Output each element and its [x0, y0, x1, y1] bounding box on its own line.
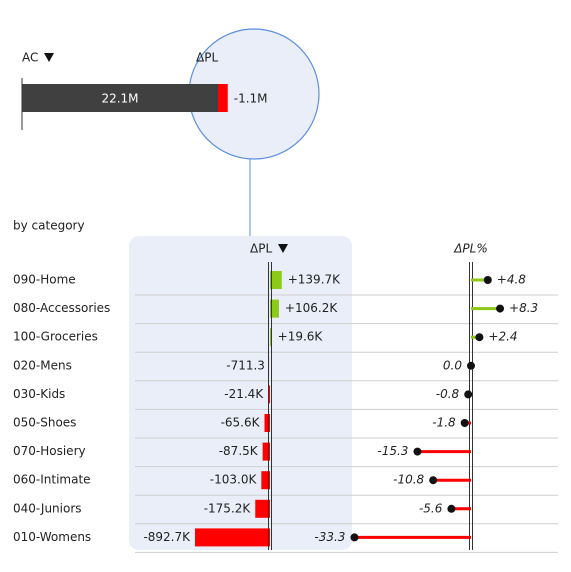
- bar: [255, 499, 270, 518]
- pin-head: [460, 419, 469, 427]
- value-label: -892.7K: [143, 530, 191, 544]
- series-label: AC: [22, 51, 38, 65]
- column-title: ΔPL: [250, 242, 272, 256]
- value-label: 22.1M: [101, 92, 138, 106]
- bar: [270, 271, 282, 289]
- bar: [264, 414, 270, 432]
- value-label: +19.6K: [278, 330, 324, 344]
- value-label: -87.5K: [219, 444, 259, 458]
- value-label: -1.1M: [234, 92, 268, 106]
- pin-head: [413, 447, 422, 456]
- bar: [262, 442, 270, 461]
- pin-head: [429, 476, 438, 485]
- value-label: +2.4: [488, 330, 517, 344]
- pin-head: [350, 533, 359, 542]
- highlight-panel: [129, 236, 352, 550]
- bar: [195, 528, 270, 547]
- value-label: -5.6: [419, 501, 443, 515]
- pin-head: [467, 361, 475, 370]
- value-label: -175.2K: [204, 501, 252, 515]
- value-label: -103.0K: [210, 473, 258, 487]
- column-title: ΔPL%: [453, 242, 488, 256]
- dropdown-icon: [278, 244, 288, 253]
- category-label: 090-Home: [13, 273, 76, 287]
- bar: [268, 385, 270, 404]
- value-label: -1.8: [432, 416, 456, 430]
- bar: [261, 471, 270, 490]
- delta-bar: [218, 84, 228, 112]
- pin-head: [483, 276, 492, 284]
- bar: [270, 328, 272, 347]
- category-label: 050-Shoes: [13, 416, 76, 430]
- pin-head: [475, 333, 484, 342]
- category-label: 060-Intimate: [13, 473, 91, 487]
- series-label: ΔPL: [196, 51, 218, 65]
- subtitle: by category: [13, 219, 85, 233]
- category-label: 020-Mens: [13, 358, 72, 372]
- category-label: 040-Juniors: [13, 501, 82, 515]
- value-label: +139.7K: [288, 273, 341, 287]
- value-label: 0.0: [443, 358, 462, 372]
- pin-head: [464, 390, 473, 399]
- bar: [270, 299, 279, 318]
- category-label: 100-Groceries: [13, 330, 98, 344]
- value-label: -15.3: [377, 444, 408, 458]
- value-label: -0.8: [436, 387, 460, 401]
- category-label: 080-Accessories: [13, 301, 110, 315]
- bar: [22, 84, 218, 112]
- value-label: -711.3: [226, 358, 265, 372]
- category-label: 070-Hosiery: [13, 444, 86, 458]
- value-label: +4.8: [497, 273, 527, 287]
- value-label: -21.4K: [224, 387, 264, 401]
- value-label: -65.6K: [221, 416, 261, 430]
- category-label: 030-Kids: [13, 387, 65, 401]
- pin-head: [496, 304, 505, 313]
- pin-head: [447, 504, 456, 513]
- value-label: -33.3: [314, 530, 345, 544]
- dropdown-icon: [44, 53, 54, 62]
- value-label: -10.8: [393, 473, 424, 487]
- value-label: +8.3: [509, 301, 538, 315]
- category-label: 010-Womens: [13, 530, 91, 544]
- value-label: +106.2K: [285, 301, 338, 315]
